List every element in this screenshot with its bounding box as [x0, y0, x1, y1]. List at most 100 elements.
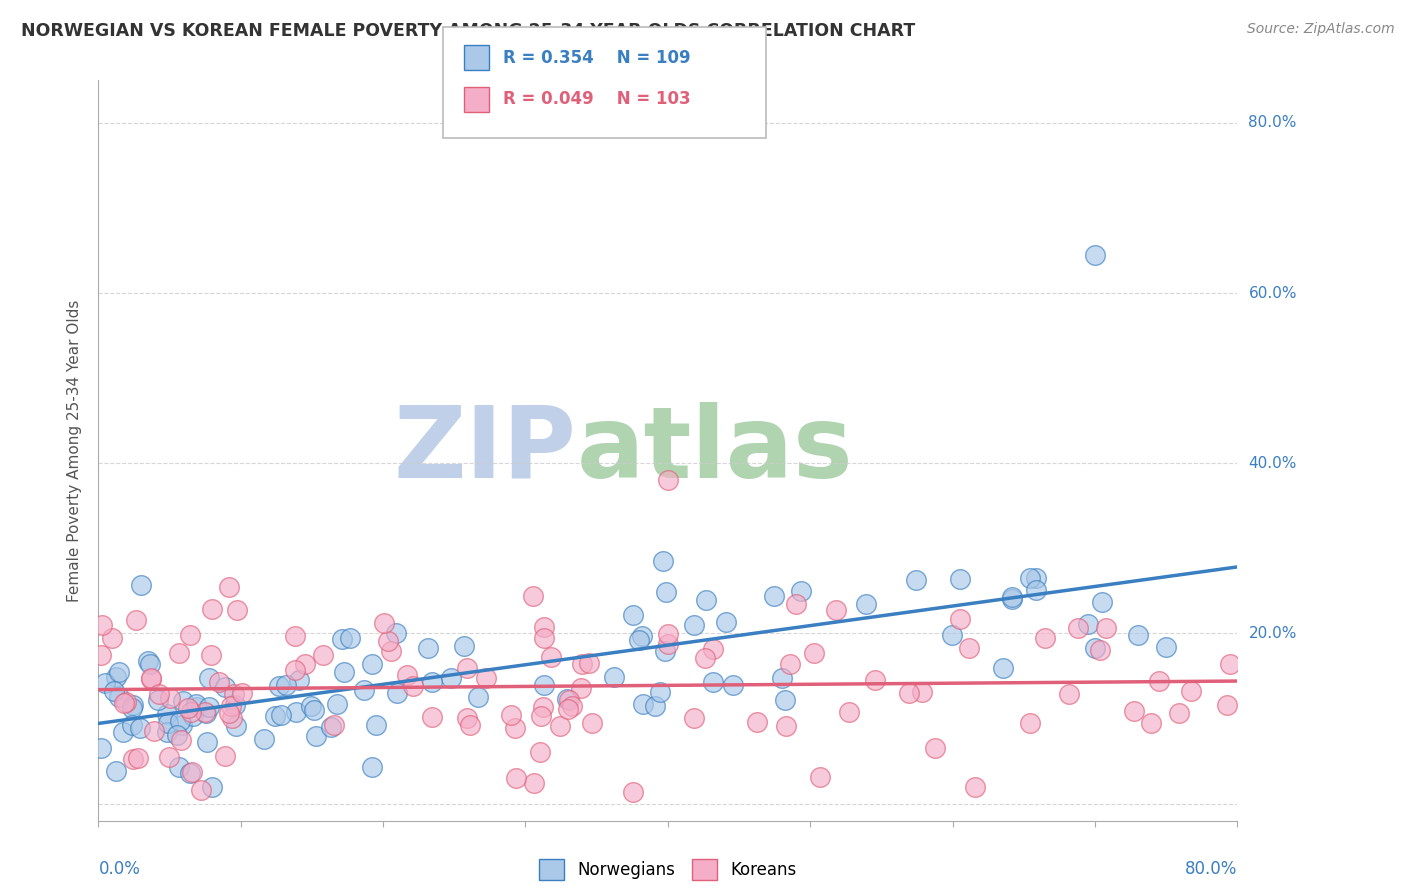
- Point: [326, 697, 349, 711]
- Point: [323, 717, 346, 731]
- Point: [1084, 640, 1107, 655]
- Point: [179, 628, 201, 642]
- Point: [558, 692, 581, 706]
- Point: [169, 733, 191, 747]
- Point: [475, 671, 498, 685]
- Point: [1139, 715, 1161, 730]
- Point: [779, 657, 801, 672]
- Text: 80.0%: 80.0%: [1185, 860, 1237, 878]
- Text: ZIP: ZIP: [394, 402, 576, 499]
- Point: [865, 673, 887, 688]
- Text: 40.0%: 40.0%: [1249, 456, 1296, 471]
- Point: [621, 785, 644, 799]
- Point: [214, 749, 236, 764]
- Point: [155, 706, 177, 721]
- Text: 80.0%: 80.0%: [1249, 115, 1296, 130]
- Point: [330, 632, 353, 646]
- Text: Source: ZipAtlas.com: Source: ZipAtlas.com: [1247, 22, 1395, 37]
- Point: [198, 671, 221, 685]
- Point: [533, 619, 555, 633]
- Legend: Norwegians, Koreans: Norwegians, Koreans: [533, 853, 803, 887]
- Point: [139, 673, 162, 687]
- Point: [571, 657, 593, 671]
- Point: [949, 612, 972, 626]
- Point: [838, 705, 860, 719]
- Point: [603, 670, 626, 684]
- Point: [304, 703, 326, 717]
- Point: [561, 698, 583, 713]
- Point: [440, 671, 463, 685]
- Point: [170, 718, 193, 732]
- Point: [1180, 684, 1202, 698]
- Point: [361, 759, 384, 773]
- Point: [499, 708, 522, 723]
- Point: [531, 700, 554, 714]
- Point: [194, 705, 217, 719]
- Point: [1025, 571, 1047, 585]
- Point: [181, 765, 204, 780]
- Text: R = 0.049    N = 103: R = 0.049 N = 103: [503, 90, 690, 108]
- Point: [169, 646, 191, 660]
- Point: [105, 764, 128, 778]
- Point: [714, 615, 737, 629]
- Point: [190, 783, 212, 797]
- Point: [548, 719, 571, 733]
- Point: [225, 719, 247, 733]
- Point: [1057, 687, 1080, 701]
- Point: [121, 718, 143, 732]
- Point: [373, 615, 395, 630]
- Point: [184, 697, 207, 711]
- Point: [100, 631, 122, 645]
- Point: [627, 633, 650, 648]
- Point: [533, 677, 555, 691]
- Point: [156, 724, 179, 739]
- Point: [762, 589, 785, 603]
- Point: [747, 714, 769, 729]
- Point: [693, 650, 716, 665]
- Point: [416, 640, 439, 655]
- Point: [569, 681, 592, 696]
- Point: [90, 648, 112, 662]
- Point: [224, 687, 246, 701]
- Point: [1215, 698, 1237, 712]
- Point: [139, 657, 162, 672]
- Point: [453, 639, 475, 653]
- Point: [683, 711, 706, 725]
- Point: [299, 698, 322, 713]
- Point: [166, 728, 188, 742]
- Point: [108, 690, 131, 704]
- Point: [111, 725, 134, 739]
- Point: [657, 637, 679, 651]
- Point: [657, 627, 679, 641]
- Point: [1095, 621, 1118, 635]
- Point: [221, 711, 243, 725]
- Point: [1084, 248, 1107, 262]
- Point: [824, 603, 846, 617]
- Point: [1066, 621, 1088, 635]
- Point: [949, 572, 972, 586]
- Point: [284, 629, 307, 643]
- Point: [112, 696, 135, 710]
- Point: [503, 721, 526, 735]
- Point: [198, 699, 221, 714]
- Point: [94, 676, 117, 690]
- Point: [276, 678, 298, 692]
- Point: [195, 735, 218, 749]
- Point: [380, 644, 402, 658]
- Point: [855, 597, 877, 611]
- Point: [702, 675, 724, 690]
- Point: [533, 631, 555, 645]
- Point: [456, 711, 478, 725]
- Point: [269, 679, 291, 693]
- Point: [957, 641, 980, 656]
- Point: [122, 752, 145, 766]
- Point: [557, 702, 579, 716]
- Point: [456, 661, 478, 675]
- Point: [129, 578, 152, 592]
- Point: [657, 473, 679, 487]
- Point: [963, 780, 986, 795]
- Point: [364, 718, 387, 732]
- Point: [683, 617, 706, 632]
- Point: [201, 780, 224, 794]
- Point: [252, 731, 274, 746]
